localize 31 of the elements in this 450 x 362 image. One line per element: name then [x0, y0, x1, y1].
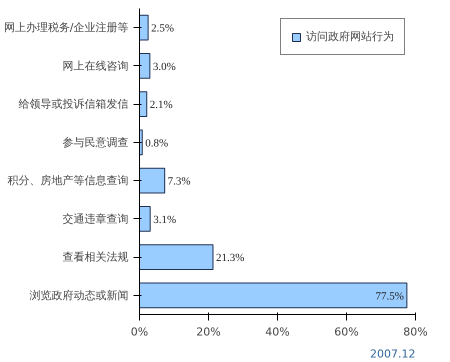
bar [140, 168, 166, 194]
data-label: 2.5% [151, 22, 174, 35]
y-tick-label: 浏览政府动态或新闻 [30, 288, 128, 302]
x-tick-label: 40% [265, 326, 290, 338]
y-tick-label: 交通违章查询 [62, 212, 128, 226]
legend-label: 访问政府网站行为 [306, 29, 394, 44]
x-tick-label: 80% [403, 326, 428, 338]
data-label: 3.0% [152, 60, 176, 73]
data-label: 0.8% [145, 137, 168, 150]
y-tick-label: 网上在线咨询 [62, 59, 128, 72]
x-tick-label: 60% [334, 326, 359, 338]
data-label: 77.5% [375, 290, 404, 302]
data-label: 3.1% [153, 214, 176, 226]
y-tick-label: 参与民意调查 [62, 136, 128, 149]
y-tick-label: 查看相关法规 [62, 250, 128, 264]
y-tick-label: 给领导或投诉信箱发信 [18, 98, 128, 111]
bar [140, 282, 408, 308]
bar [140, 91, 148, 118]
bar [140, 14, 149, 41]
bar [140, 129, 143, 156]
bar [140, 244, 214, 270]
y-tick-label: 网上办理税务/企业注册等 [4, 21, 129, 34]
data-label: 21.3% [216, 252, 244, 264]
x-tick-label: 20% [196, 326, 221, 338]
y-tick-label: 积分、房地产等信息查询 [8, 174, 128, 188]
x-tick-label: 0% [130, 326, 148, 338]
text: 2007.12 [370, 348, 416, 360]
bar [140, 52, 150, 79]
data-label: 7.3% [168, 176, 191, 188]
data-label: 2.1% [150, 99, 173, 112]
bar [140, 206, 151, 232]
